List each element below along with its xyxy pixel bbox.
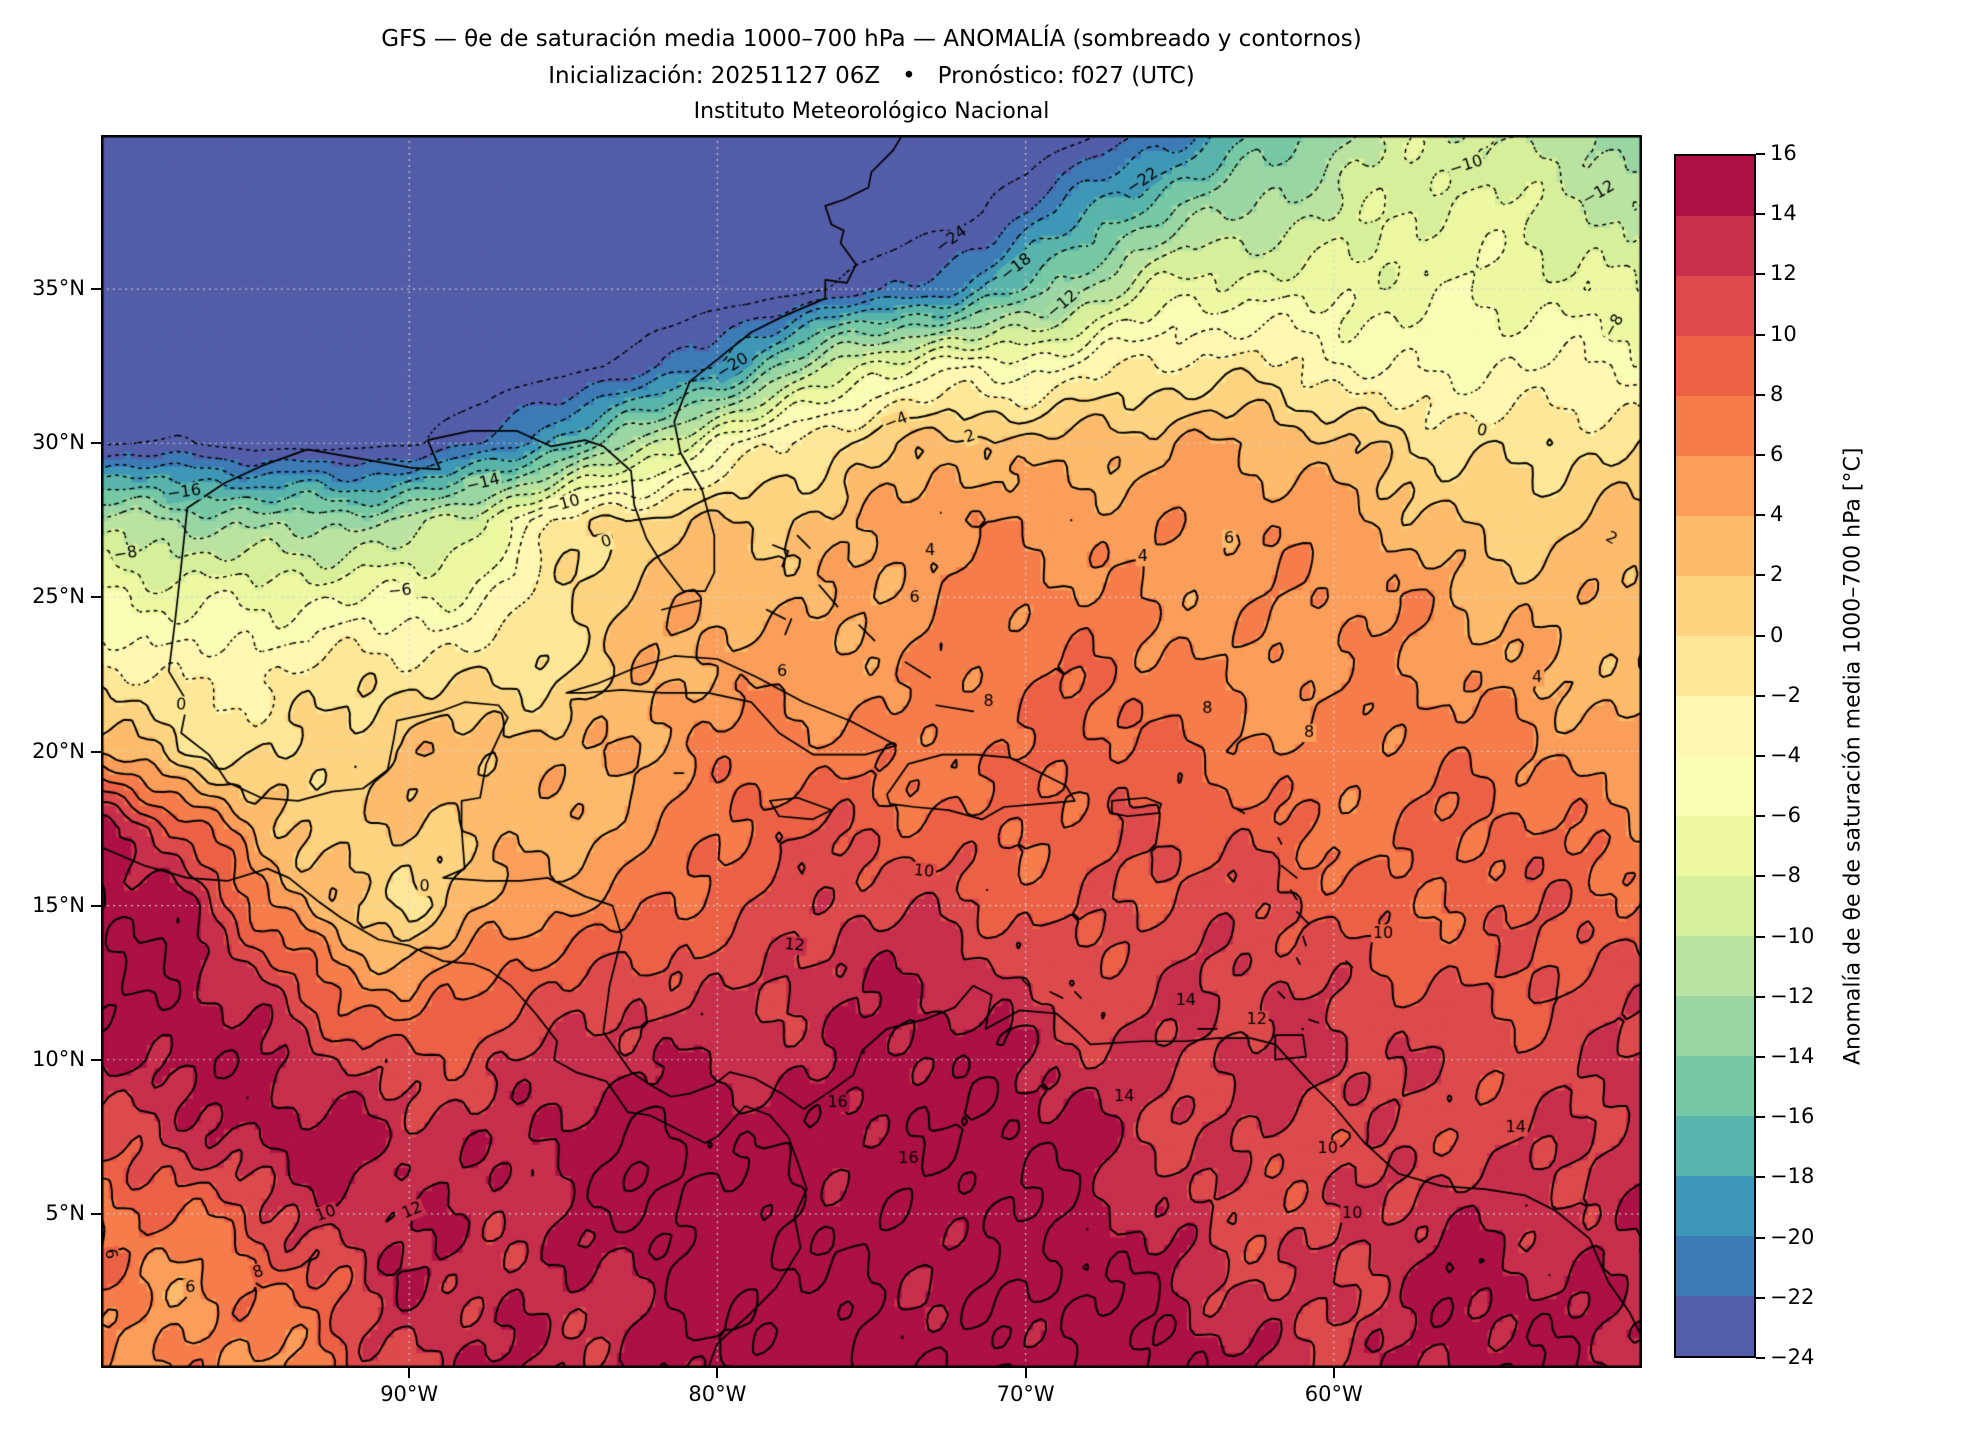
lat-tick-mark xyxy=(91,750,101,753)
colorbar-tick-label: −24 xyxy=(1770,1345,1815,1369)
lat-tick-label: 30°N xyxy=(32,430,85,455)
colorbar-tick-label: −14 xyxy=(1770,1044,1815,1068)
colorbar-cell xyxy=(1676,1056,1754,1116)
colorbar-cell xyxy=(1676,996,1754,1056)
lat-tick-label: 15°N xyxy=(32,892,85,917)
lat-tick-mark xyxy=(91,442,101,445)
lat-tick-label: 5°N xyxy=(45,1200,85,1225)
lat-tick-mark xyxy=(91,1212,101,1215)
colorbar-tick-mark xyxy=(1756,755,1765,757)
colorbar-cell xyxy=(1676,1296,1754,1356)
colorbar-tick-mark xyxy=(1756,454,1765,456)
colorbar-tick-mark xyxy=(1756,333,1765,336)
colorbar xyxy=(1674,154,1756,1358)
colorbar-cell xyxy=(1676,636,1754,696)
colorbar-cell xyxy=(1676,936,1754,996)
colorbar-tick-mark xyxy=(1756,153,1765,155)
colorbar-cell xyxy=(1676,576,1754,636)
colorbar-tick-label: 14 xyxy=(1770,201,1797,226)
lon-tick-mark xyxy=(716,1368,719,1378)
lat-tick-mark xyxy=(91,596,101,599)
figure-subtitle: Inicialización: 20251127 06Z • Pronóstic… xyxy=(548,63,1195,89)
colorbar-tick-label: −16 xyxy=(1770,1104,1815,1129)
lon-tick-mark xyxy=(1332,1368,1335,1378)
colorbar-tick-label: −4 xyxy=(1770,743,1801,767)
colorbar-tick-label: 10 xyxy=(1770,321,1797,346)
lon-tick-label: 70°W xyxy=(996,1382,1055,1406)
colorbar-tick-label: 12 xyxy=(1770,261,1797,286)
colorbar-tick-mark xyxy=(1756,514,1765,517)
colorbar-tick-mark xyxy=(1756,815,1765,818)
map-canvas xyxy=(101,135,1642,1368)
colorbar-tick-label: 0 xyxy=(1770,622,1784,647)
colorbar-cell xyxy=(1676,1116,1754,1176)
lat-tick-label: 20°N xyxy=(32,738,85,763)
colorbar-cell xyxy=(1676,696,1754,756)
colorbar-tick-label: −18 xyxy=(1770,1164,1815,1189)
colorbar-tick-mark xyxy=(1756,634,1765,637)
lon-tick-mark xyxy=(408,1368,411,1378)
colorbar-tick-label: 4 xyxy=(1770,502,1784,527)
colorbar-tick-mark xyxy=(1756,213,1765,216)
colorbar-cell xyxy=(1676,1236,1754,1296)
colorbar-tick-mark xyxy=(1756,875,1765,878)
colorbar-tick-label: −20 xyxy=(1770,1224,1815,1249)
colorbar-tick-label: −2 xyxy=(1770,682,1801,707)
colorbar-tick-mark xyxy=(1756,574,1765,577)
colorbar-cell xyxy=(1676,876,1754,936)
colorbar-cell xyxy=(1676,156,1754,216)
colorbar-label: Anomalía de θe de saturación media 1000–… xyxy=(1840,447,1866,1065)
colorbar-tick-label: −12 xyxy=(1770,983,1815,1008)
colorbar-tick-mark xyxy=(1756,1357,1765,1359)
colorbar-tick-label: −10 xyxy=(1770,923,1815,948)
colorbar-tick-mark xyxy=(1756,1116,1765,1119)
lat-tick-mark xyxy=(91,904,101,907)
colorbar-tick-label: −6 xyxy=(1770,803,1801,828)
colorbar-cell xyxy=(1676,756,1754,816)
colorbar-cell xyxy=(1676,216,1754,276)
colorbar-tick-mark xyxy=(1756,694,1765,697)
lon-tick-label: 90°W xyxy=(380,1382,439,1406)
colorbar-cell xyxy=(1676,516,1754,576)
lat-tick-label: 25°N xyxy=(32,584,85,609)
figure-institute: Instituto Meteorológico Nacional xyxy=(693,99,1050,124)
colorbar-tick-label: 8 xyxy=(1770,381,1784,406)
colorbar-cells xyxy=(1676,156,1754,1356)
figure-title: GFS — θe de saturación media 1000–700 hP… xyxy=(381,26,1362,52)
colorbar-tick-label: −22 xyxy=(1770,1284,1815,1309)
colorbar-tick-mark xyxy=(1756,393,1765,396)
colorbar-cell xyxy=(1676,816,1754,876)
colorbar-tick-mark xyxy=(1756,1056,1765,1058)
colorbar-tick-label: 16 xyxy=(1770,141,1797,165)
colorbar-tick-label: −8 xyxy=(1770,863,1801,888)
lon-tick-label: 60°W xyxy=(1304,1382,1363,1406)
lat-tick-label: 10°N xyxy=(32,1046,85,1071)
colorbar-cell xyxy=(1676,336,1754,396)
colorbar-tick-mark xyxy=(1756,1236,1765,1239)
colorbar-cell xyxy=(1676,456,1754,516)
colorbar-cell xyxy=(1676,276,1754,336)
colorbar-tick-mark xyxy=(1756,273,1765,276)
colorbar-tick-mark xyxy=(1756,1176,1765,1179)
lat-tick-mark xyxy=(91,1058,101,1061)
colorbar-cell xyxy=(1676,1176,1754,1236)
lon-tick-mark xyxy=(1024,1368,1027,1378)
colorbar-tick-mark xyxy=(1756,995,1765,998)
lon-tick-label: 80°W xyxy=(688,1382,747,1406)
lat-tick-label: 35°N xyxy=(32,276,85,301)
colorbar-tick-mark xyxy=(1756,935,1765,938)
colorbar-cell xyxy=(1676,396,1754,456)
colorbar-tick-label: 6 xyxy=(1770,442,1784,466)
lat-tick-mark xyxy=(91,288,101,291)
colorbar-tick-label: 2 xyxy=(1770,562,1784,587)
colorbar-tick-mark xyxy=(1756,1296,1765,1299)
